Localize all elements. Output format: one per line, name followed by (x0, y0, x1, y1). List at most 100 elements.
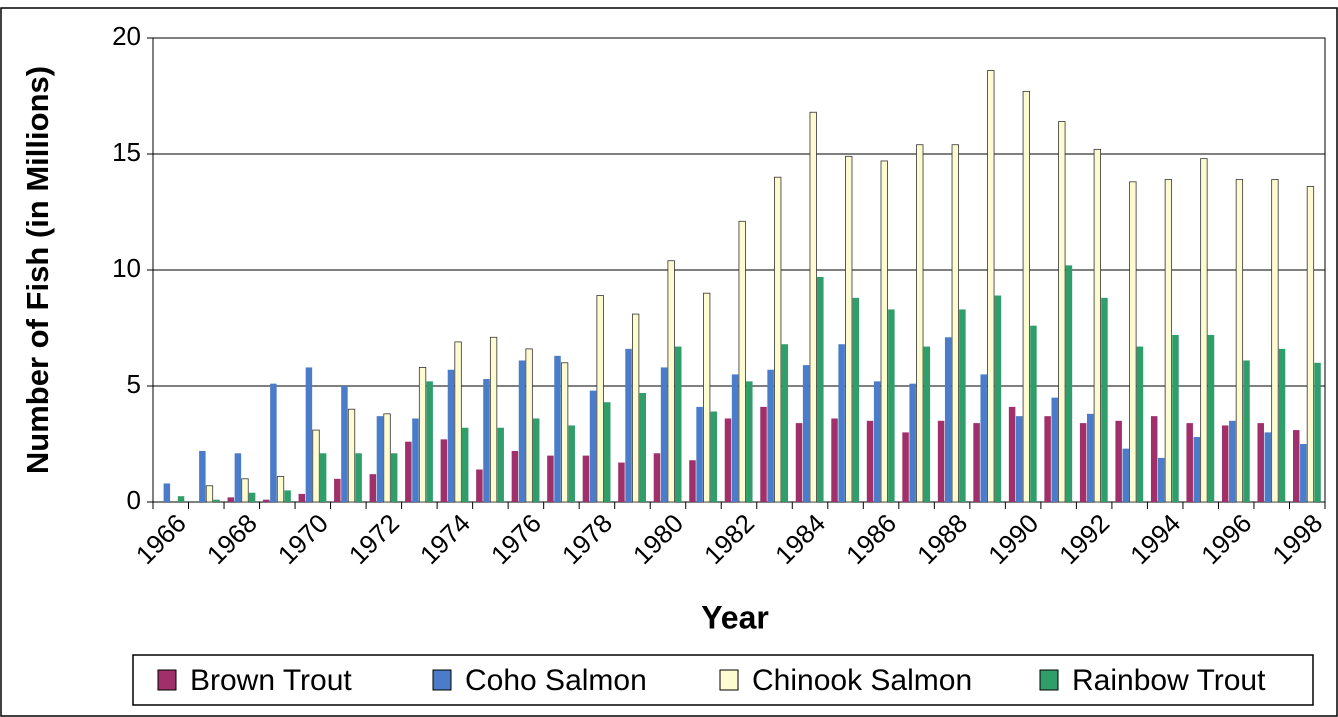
x-tick-label: 1988 (911, 508, 973, 570)
x-tick-label: 1978 (556, 508, 618, 570)
bar (703, 292, 711, 503)
legend-swatch (1039, 669, 1059, 691)
bar (902, 432, 909, 502)
bar (980, 374, 987, 502)
bar (951, 144, 959, 503)
bar (845, 155, 853, 503)
bar (525, 348, 533, 503)
bar (852, 297, 860, 502)
bar (497, 427, 504, 502)
x-tick-label: 1990 (982, 508, 1044, 570)
bar (1207, 334, 1215, 502)
bar (781, 344, 789, 502)
bar (689, 460, 696, 502)
bar (973, 423, 980, 502)
bar (724, 418, 732, 502)
bar (369, 474, 377, 502)
bar (177, 496, 185, 502)
bar (383, 413, 391, 503)
bar (802, 365, 810, 502)
bar (532, 418, 540, 502)
bar (1115, 420, 1122, 502)
bar (483, 379, 490, 502)
bar (1229, 420, 1236, 502)
bar (1129, 181, 1137, 503)
bar (440, 439, 448, 502)
bar (461, 427, 469, 502)
bar (418, 367, 427, 503)
bar (199, 450, 206, 502)
bar (987, 70, 995, 503)
bar (731, 374, 739, 502)
bar (667, 260, 675, 503)
bar (944, 337, 952, 502)
bar (1065, 265, 1073, 502)
legend-label: Brown Trout (190, 664, 352, 697)
bar (547, 455, 554, 502)
bar (916, 144, 924, 503)
bar (817, 276, 824, 502)
bar (213, 499, 220, 502)
bar (1079, 423, 1087, 502)
bar (1306, 186, 1315, 503)
bar (454, 341, 462, 503)
bar (1093, 148, 1101, 503)
x-tick-label: 1974 (414, 508, 476, 570)
bar (1193, 437, 1201, 502)
bar (1158, 457, 1165, 502)
bar (1058, 121, 1066, 503)
bar (795, 423, 803, 502)
x-tick-label: 1968 (201, 508, 263, 570)
bar (631, 313, 640, 503)
bar (1292, 430, 1300, 502)
y-tick-label: 0 (127, 485, 141, 515)
bar (312, 429, 320, 503)
x-tick-label: 1976 (485, 508, 547, 570)
x-tick-label: 1980 (627, 508, 689, 570)
bar (263, 499, 270, 502)
x-tick-label: 1984 (769, 508, 831, 570)
bar (518, 360, 526, 502)
bar (1200, 158, 1208, 503)
bar (511, 450, 519, 502)
bar (831, 418, 838, 502)
x-axis-label: Year (701, 599, 769, 635)
y-axis-label: Number of Fish (in Millions) (20, 66, 55, 474)
legend-label: Rainbow Trout (1072, 664, 1266, 697)
bar (568, 425, 575, 502)
bar (1150, 416, 1158, 502)
bar (284, 490, 291, 502)
bar (234, 453, 242, 502)
bar (376, 416, 384, 502)
bar (1044, 416, 1051, 502)
bar (298, 493, 306, 502)
x-tick-label: 1992 (1053, 508, 1115, 570)
bar (866, 420, 874, 502)
bar (319, 453, 327, 502)
bar (1086, 413, 1094, 502)
bar (1008, 406, 1016, 502)
bar (696, 406, 703, 502)
bar (270, 383, 277, 502)
bar (582, 455, 590, 502)
bar (1221, 425, 1229, 502)
bar (560, 362, 569, 503)
bar (1172, 334, 1179, 502)
bar (1235, 179, 1244, 503)
legend-label: Chinook Salmon (752, 664, 972, 697)
bar (405, 441, 412, 502)
bar (596, 295, 604, 503)
bar (1101, 297, 1108, 502)
bar (838, 344, 845, 502)
bar (341, 386, 348, 502)
bar (554, 355, 561, 502)
bar (1122, 448, 1130, 502)
legend (132, 654, 1314, 706)
bar (774, 176, 782, 503)
bar (639, 392, 646, 502)
bar (880, 160, 888, 503)
bar (276, 476, 285, 503)
bar (489, 336, 498, 503)
bar (241, 478, 249, 503)
bar (447, 369, 455, 502)
